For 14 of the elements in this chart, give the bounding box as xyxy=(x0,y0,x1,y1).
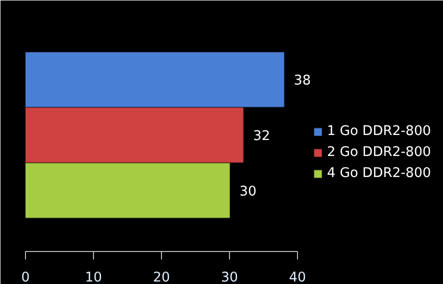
x-tick-label: 10 xyxy=(85,270,102,284)
x-tick-label: 30 xyxy=(221,270,238,284)
legend-label: 4 Go DDR2-800 xyxy=(327,166,431,181)
bar xyxy=(26,52,284,108)
data-label: 32 xyxy=(253,129,270,144)
data-label: 30 xyxy=(240,184,256,200)
x-tick-label: 20 xyxy=(153,270,170,284)
bar xyxy=(26,162,230,218)
x-tick-label: 0 xyxy=(21,270,30,284)
x-tick-label: 40 xyxy=(289,270,306,284)
legend-label: 2 Go DDR2-800 xyxy=(327,145,431,160)
data-label: 38 xyxy=(294,74,311,89)
bar xyxy=(26,107,244,163)
legend-label: 1 Go DDR2-800 xyxy=(327,124,431,139)
